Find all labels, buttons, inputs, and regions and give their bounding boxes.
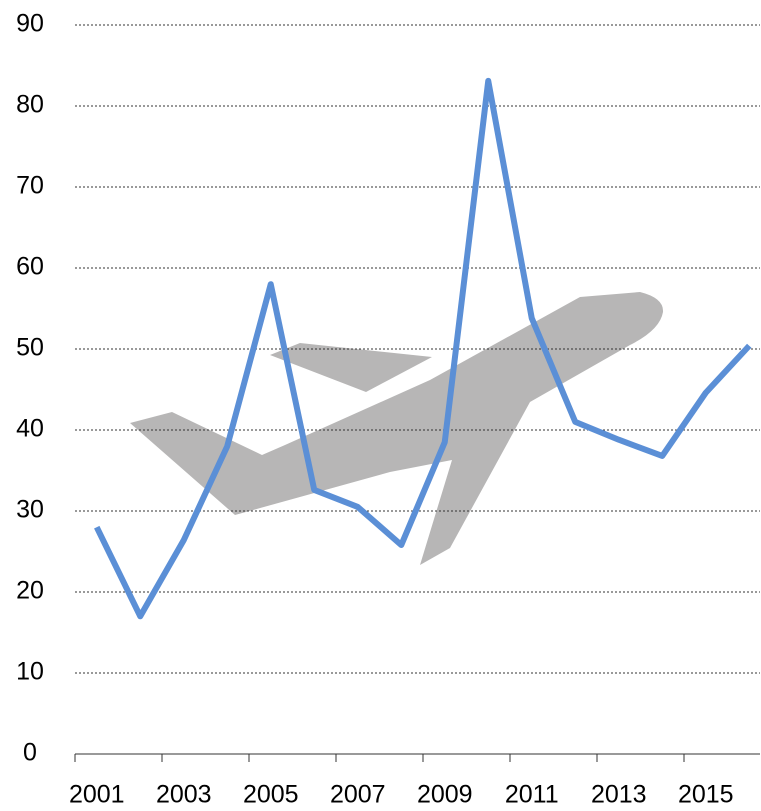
y-tick-label: 10 <box>16 658 44 686</box>
y-tick-label: 20 <box>16 577 44 605</box>
y-tick-label: 0 <box>23 739 37 767</box>
y-tick-label: 40 <box>16 415 44 443</box>
x-tick-label: 2001 <box>69 781 125 809</box>
y-tick-label: 80 <box>16 91 44 119</box>
y-tick-label: 50 <box>16 334 44 362</box>
y-tick-label: 90 <box>16 10 44 38</box>
x-tick-label: 2009 <box>417 781 473 809</box>
y-tick-label: 30 <box>16 496 44 524</box>
x-tick-label: 2011 <box>505 781 559 809</box>
x-tick-label: 2007 <box>330 781 386 809</box>
x-tick-label: 2003 <box>156 781 212 809</box>
x-tick-label: 2013 <box>591 781 647 809</box>
y-tick-label: 70 <box>16 172 44 200</box>
x-tick-label: 2015 <box>678 781 734 809</box>
data-line <box>94 77 752 620</box>
y-tick-label: 60 <box>16 253 44 281</box>
plane-illustration <box>130 292 664 565</box>
x-tick-label: 2005 <box>243 781 299 809</box>
